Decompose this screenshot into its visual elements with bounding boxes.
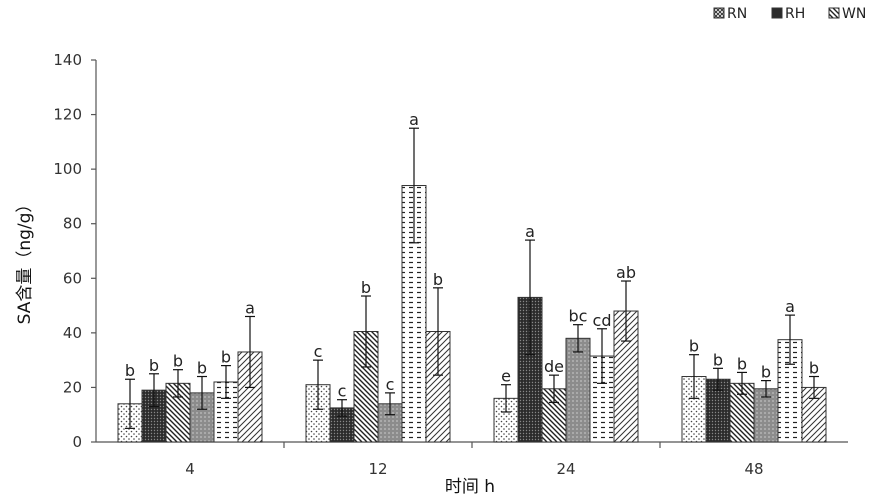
significance-label: b <box>809 359 819 378</box>
bar <box>565 337 591 443</box>
y-tick-label: 120 <box>53 106 82 124</box>
significance-label: b <box>173 352 183 371</box>
significance-label: b <box>761 363 771 382</box>
legend: RN RH WN <box>713 6 866 22</box>
significance-label: a <box>409 110 419 129</box>
legend-swatch <box>713 7 725 19</box>
significance-label: e <box>501 367 511 386</box>
bar <box>517 296 543 443</box>
significance-label: ab <box>616 263 636 282</box>
legend-label: RH <box>785 6 805 22</box>
x-tick-label: 24 <box>556 460 575 478</box>
significance-label: b <box>713 350 723 369</box>
significance-label: de <box>544 357 564 376</box>
x-tick-label: 4 <box>185 460 195 478</box>
significance-label: b <box>361 278 371 297</box>
y-tick-label: 140 <box>53 51 82 69</box>
y-tick-label: 40 <box>63 324 82 342</box>
legend-swatch <box>771 7 783 19</box>
y-tick-labels: 0 20 40 60 80 100 120 140 <box>53 51 82 451</box>
significance-label: b <box>149 356 159 375</box>
significance-label: b <box>125 361 135 380</box>
significance-label: b <box>197 359 207 378</box>
y-tick-label: 60 <box>63 269 82 287</box>
y-axis-label: SA含量（ng/g） <box>15 196 35 325</box>
y-tick-label: 20 <box>63 378 82 396</box>
bar <box>237 351 263 443</box>
y-tick-label: 0 <box>72 433 82 451</box>
legend-label: RN <box>727 6 747 22</box>
x-tick-label: 12 <box>368 460 387 478</box>
bars <box>117 185 827 443</box>
bar <box>377 403 403 443</box>
x-tick-labels: 4 12 24 48 <box>185 460 763 478</box>
x-axis-label: 时间 h <box>445 477 495 497</box>
significance-label: a <box>245 298 255 317</box>
significance-label: b <box>221 348 231 367</box>
significance-label: c <box>338 382 347 401</box>
legend-label: WN <box>842 6 866 22</box>
significance-label: a <box>785 297 795 316</box>
significance-label: bc <box>569 307 588 326</box>
significance-label: b <box>737 354 747 373</box>
significance-label: b <box>689 337 699 356</box>
significance-label: b <box>433 270 443 289</box>
error-bars <box>125 127 819 429</box>
y-tick-label: 100 <box>53 160 82 178</box>
x-tick-label: 48 <box>744 460 763 478</box>
significance-label: a <box>525 222 535 241</box>
legend-swatch <box>828 7 840 19</box>
significance-label: c <box>386 375 395 394</box>
significance-label: cd <box>593 311 612 330</box>
significance-label: c <box>314 342 323 361</box>
bar <box>141 389 167 443</box>
y-tick-label: 80 <box>63 215 82 233</box>
